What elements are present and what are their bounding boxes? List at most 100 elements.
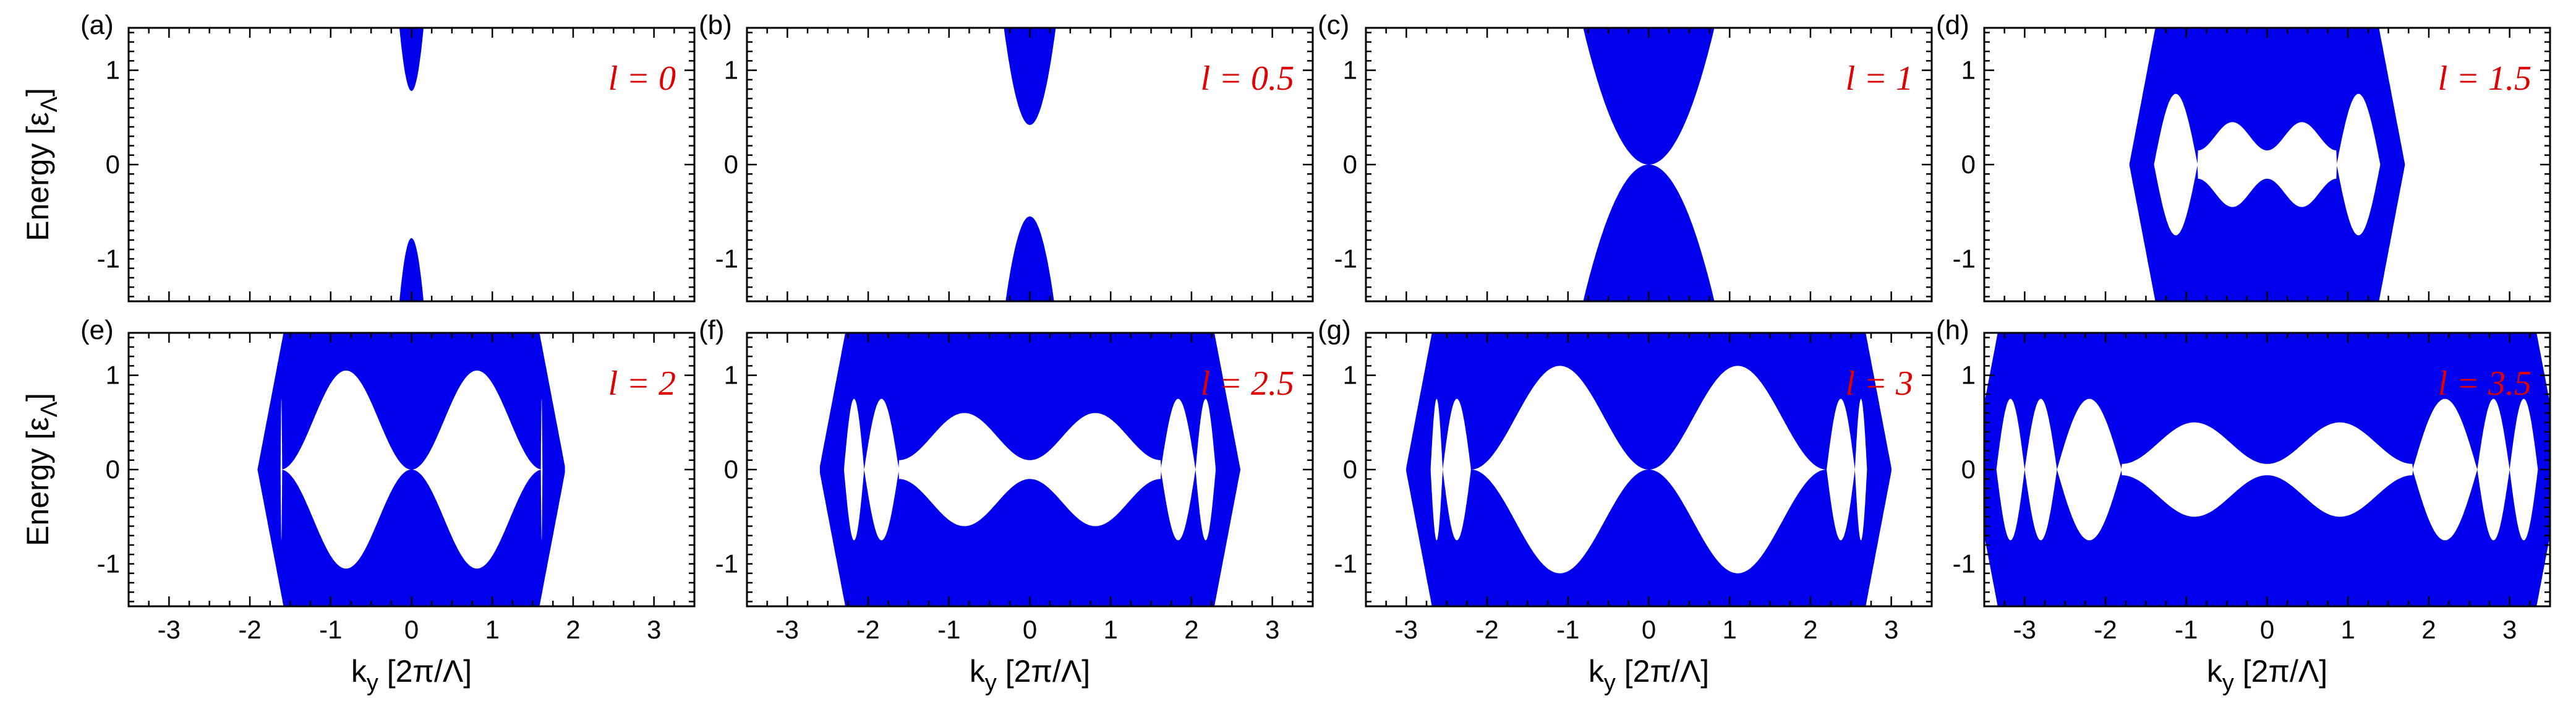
panel-d: 1 0 -1 (d) l = 1.5 [1936, 10, 2551, 303]
band-fill [1583, 28, 1715, 301]
band-fill [1406, 333, 1891, 606]
x-tick-label: 0 [2260, 615, 2274, 644]
x-axis-title: ky [2π/Λ] [970, 654, 1090, 696]
y-tick-label: 0 [1343, 455, 1357, 484]
gap-lens [843, 398, 864, 541]
y-tick-label: 1 [1961, 56, 1976, 85]
lower-band [819, 470, 1241, 606]
gap-lens [1161, 398, 1196, 541]
gap-lens [1996, 398, 2025, 541]
panel-letter: (h) [1936, 315, 1969, 345]
gap-lens [2477, 398, 2510, 541]
x-tick-label: 0 [404, 615, 419, 644]
upper-band [1004, 28, 1056, 125]
x-tick-label: -1 [937, 615, 960, 644]
y-tick-label: -1 [1953, 244, 1976, 273]
y-tick-label: 1 [106, 361, 120, 390]
y-tick-label: -1 [1334, 549, 1357, 578]
x-tick-label: -3 [158, 615, 181, 644]
x-axis-title: ky [2π/Λ] [351, 654, 472, 696]
y-tick-label: 1 [1343, 361, 1357, 390]
x-tick-label: -3 [2013, 615, 2036, 644]
x-tick-label: -3 [1395, 615, 1418, 644]
panel-b: 1 0 -1 (b) l = 0.5 [699, 10, 1314, 303]
upper-band [819, 333, 1241, 470]
gap-lens [2412, 398, 2478, 541]
x-tick-label: 3 [1884, 615, 1898, 644]
band-fill [1984, 333, 2550, 606]
lower-band [257, 470, 565, 606]
lower-band [399, 238, 424, 301]
parameter-label: l = 3 [1846, 364, 1913, 403]
y-axis-title: Energy [εΛ] [20, 88, 62, 241]
panel-letter: (g) [1318, 315, 1351, 345]
upper-band [257, 333, 565, 470]
gap-lens [1195, 398, 1216, 541]
band-fill [2129, 28, 2405, 301]
x-tick-label: -2 [2094, 615, 2117, 644]
y-axis-title: Energy [εΛ] [20, 393, 62, 546]
upper-band [1583, 28, 1715, 165]
y-tick-label: 1 [1961, 361, 1976, 390]
parameter-label: l = 3.5 [2438, 364, 2531, 403]
band-fill [819, 333, 1241, 606]
panel-letter: (f) [699, 315, 725, 345]
panel-g: 1 0 -1 -3 -2 -1 0 1 2 3 ky [2π/Λ] (g) l = 3 [1318, 315, 1933, 696]
panel-e: 1 0 -1 -3 -2 -1 0 1 2 3 ky [2π/Λ] Energy [εΛ] (e) l =… [20, 315, 696, 696]
x-tick-label: 3 [1265, 615, 1279, 644]
upper-band [1984, 333, 2550, 470]
x-tick-label: -2 [856, 615, 879, 644]
x-tick-label: 2 [2421, 615, 2436, 644]
parameter-label: l = 0 [608, 59, 676, 98]
lower-band [1406, 470, 1891, 606]
y-tick-label: 0 [724, 455, 738, 484]
x-tick-label: -3 [776, 615, 799, 644]
band-fill [1004, 28, 1056, 301]
gap-lens [864, 398, 899, 541]
band-fill [399, 28, 424, 301]
panel-letter: (a) [80, 10, 114, 40]
lower-band [1583, 165, 1715, 301]
x-tick-label: 0 [1023, 615, 1037, 644]
y-tick-label: 0 [1343, 150, 1357, 179]
parameter-label: l = 2 [608, 364, 676, 403]
lower-band [1005, 216, 1054, 301]
x-tick-label: -1 [319, 615, 342, 644]
x-tick-label: 2 [1184, 615, 1198, 644]
x-tick-label: 1 [2341, 615, 2355, 644]
x-tick-label: -2 [1475, 615, 1498, 644]
gap-lens [1430, 398, 1443, 541]
x-tick-label: 2 [1803, 615, 1817, 644]
x-axis-title: ky [2π/Λ] [2207, 654, 2327, 696]
gap-lens [2509, 398, 2538, 541]
y-tick-label: -1 [1953, 549, 1976, 578]
y-tick-label: -1 [715, 244, 738, 273]
y-tick-label: 0 [106, 150, 120, 179]
gap-lens [2154, 93, 2198, 236]
x-tick-label: 3 [2502, 615, 2517, 644]
panel-a: 1 0 -1 Energy [εΛ] (a) l = 0 [20, 10, 696, 303]
gap-lens [1854, 398, 1867, 541]
y-tick-label: -1 [97, 244, 120, 273]
panel-letter: (e) [80, 315, 114, 345]
panel-f: 1 0 -1 -3 -2 -1 0 1 2 3 ky [2π/Λ] (f) l = 2.5 [699, 315, 1314, 696]
x-tick-label: -1 [1556, 615, 1579, 644]
gap-lens [540, 398, 543, 541]
x-tick-label: 1 [485, 615, 500, 644]
y-tick-label: 0 [724, 150, 738, 179]
gap-lens [1443, 398, 1471, 541]
y-tick-label: -1 [715, 549, 738, 578]
panel-c: 1 0 -1 (c) l = 1 [1318, 10, 1933, 303]
band-fill [257, 333, 565, 606]
y-tick-label: 1 [724, 361, 738, 390]
upper-band [2129, 28, 2405, 165]
lower-band [1984, 470, 2550, 606]
panel-h: 1 0 -1 -3 -2 -1 0 1 2 3 ky [2π/Λ] (h) l = 3.5 [1936, 315, 2551, 696]
gap-lens [2336, 93, 2381, 236]
parameter-label: l = 1 [1846, 59, 1913, 98]
gap-lens [2024, 398, 2057, 541]
y-tick-label: 1 [1343, 56, 1357, 85]
y-tick-label: 1 [106, 56, 120, 85]
parameter-label: l = 0.5 [1201, 59, 1294, 98]
